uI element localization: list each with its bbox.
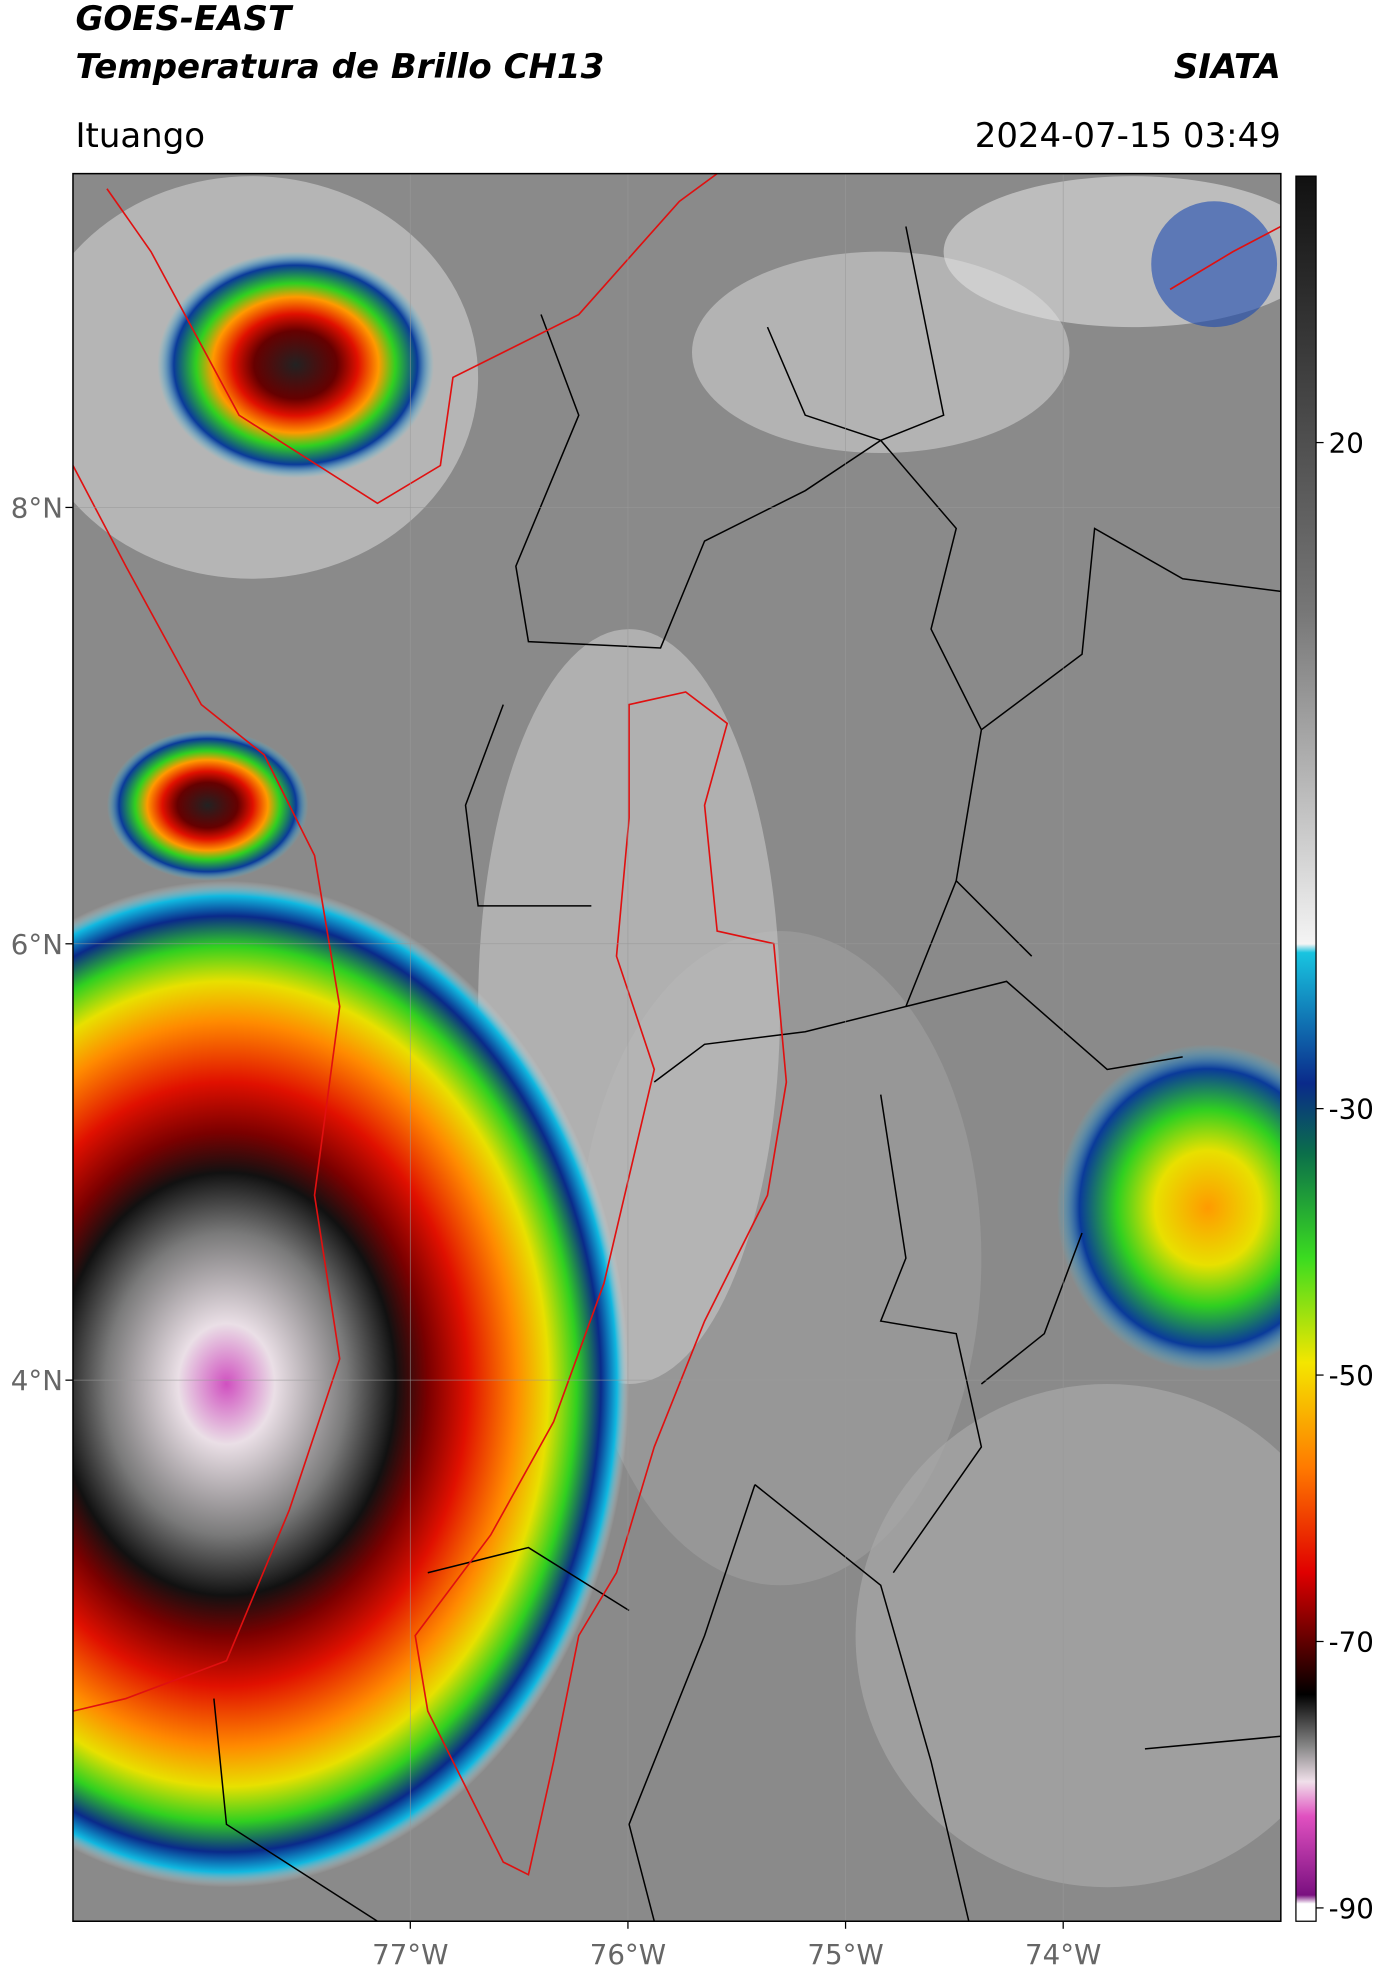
agency: SIATA [1174,47,1281,87]
map-frame [72,172,1282,1922]
x-tick-label: 75°W [807,1938,883,1971]
x-tick-label: 77°W [372,1938,448,1971]
x-tick-label: 74°W [1025,1938,1101,1971]
colorbar-tick-label: -70 [1329,1626,1374,1659]
colorbar-ticks: 20 -30 -50 -70 -90 [1316,427,1374,1925]
graticule [65,173,1281,1929]
subtitle: Temperatura de Brillo CH13 [75,47,604,87]
axis-labels: 77°W 76°W 75°W 74°W 8°N 6°N 4°N [11,492,1102,1972]
y-tick-label: 6°N [11,928,63,961]
colorbar-tick-label: -50 [1329,1359,1374,1392]
y-tick-label: 4°N [11,1364,63,1397]
location: Ituango [75,116,205,156]
colorbar [1295,175,1317,1922]
datetime: 2024-07-15 03:49 [975,116,1281,156]
colorbar-tick-label: -90 [1329,1892,1374,1925]
x-tick-label: 76°W [590,1938,666,1971]
satellite-image [72,173,1281,1922]
colorbar-tick-label: -30 [1329,1093,1374,1126]
y-tick-label: 8°N [11,492,63,525]
title: GOES-EAST [75,0,293,39]
colorbar-tick-label: 20 [1329,427,1364,460]
